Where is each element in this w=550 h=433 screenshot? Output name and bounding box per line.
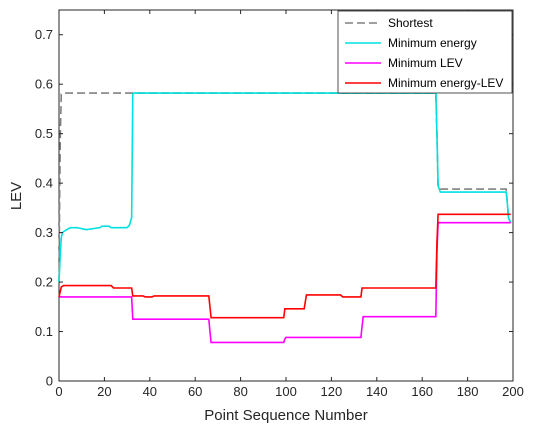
legend-entries: Shortest Minimum energy Minimum LEV Minimum… [345,16,503,90]
y-tick-label: 0.6 [35,77,53,92]
y-tick-label: 0.5 [35,126,53,141]
x-tick-label: 60 [188,384,202,399]
legend-label-0: Shortest [388,16,433,30]
x-tick-label: 0 [55,384,62,399]
x-tick-label: 100 [275,384,297,399]
x-tick-label: 200 [502,384,524,399]
x-tick-label: 40 [143,384,157,399]
y-tick-label: 0.3 [35,225,53,240]
legend-label-3: Minimum energy-LEV [388,76,503,90]
tick-layer: 0 20 40 60 80 100 120 140 160 180 200 0 0.1 0.2 0.3 0.4… [35,10,524,399]
x-tick-label: 80 [233,384,247,399]
y-tick-label: 0.4 [35,176,53,191]
series-line-1 [58,92,512,283]
y-tick-label: 0.7 [35,27,53,42]
legend-label-1: Minimum energy [388,36,477,50]
x-tick-label: 140 [366,384,388,399]
x-tick-label: 180 [457,384,479,399]
series-line-2 [59,221,511,344]
legend-label-2: Minimum LEV [388,56,463,70]
y-tick-label: 0.2 [35,275,53,290]
y-tick-label: 0 [46,374,53,389]
y-axis-label: LEV [8,182,25,210]
legend: Shortest Minimum energy Minimum LEV Minimum… [337,10,513,94]
x-tick-label: 160 [411,384,433,399]
legend-box [337,10,513,94]
series-line-3 [58,213,511,319]
y-tick-label: 0.1 [35,324,53,339]
x-axis-label: Point Sequence Number [204,407,367,424]
x-tick-label: 120 [321,384,343,399]
x-tick-label: 20 [97,384,111,399]
series-layer [58,92,512,344]
